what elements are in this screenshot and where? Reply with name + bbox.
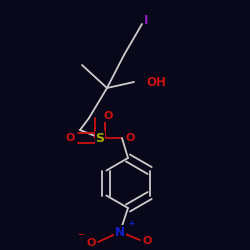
Text: −: − (77, 230, 83, 239)
Text: O: O (142, 236, 152, 246)
Text: S: S (96, 132, 104, 144)
Text: O: O (103, 111, 113, 121)
Text: O: O (125, 133, 135, 143)
Text: N: N (115, 226, 125, 238)
Text: OH: OH (146, 76, 166, 88)
Text: O: O (65, 133, 75, 143)
Text: +: + (128, 220, 134, 228)
Text: I: I (144, 14, 148, 26)
Text: O: O (86, 238, 96, 248)
